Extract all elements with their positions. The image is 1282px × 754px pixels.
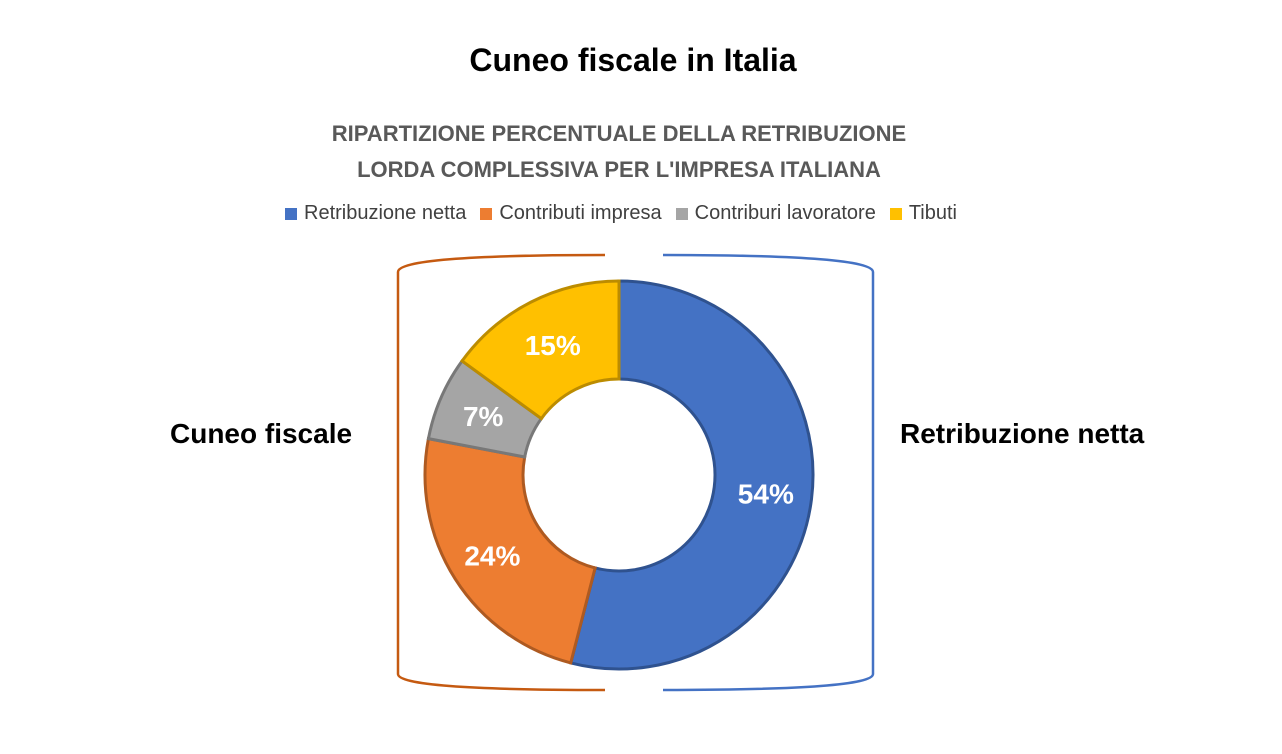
legend-swatch-retribuzione-netta (285, 207, 297, 220)
data-label-tibuti: 15% (525, 330, 581, 361)
legend-label-contributi-impresa: Contributi impresa (499, 202, 662, 224)
legend-label-contriburi-lavoratore: Contriburi lavoratore (694, 202, 876, 224)
slice-contributi-impresa (423, 436, 597, 665)
cuneo-fiscale-label: Cuneo fiscale (170, 418, 353, 449)
legend-item-tibuti: Tibuti (889, 202, 957, 225)
legend-item-retribuzione-netta: Retribuzione netta (285, 202, 466, 225)
bracket-left (396, 253, 606, 692)
data-label-contriburi-lavoratore: 7% (463, 401, 504, 432)
legend-item-contriburi-lavoratore: Contriburi lavoratore (675, 202, 876, 225)
legend-label-retribuzione-netta: Retribuzione netta (304, 202, 467, 224)
legend-swatch-contributi-impresa (480, 207, 493, 220)
slice-retribuzione-netta (568, 279, 815, 671)
bracket-right (662, 253, 875, 692)
chart-legend: Retribuzione netta Contributi impresa Co… (0, 202, 1242, 225)
data-label-contributi-impresa: 24% (464, 540, 520, 571)
chart-title: RIPARTIZIONE PERCENTUALE DELLA RETRIBUZI… (0, 116, 1238, 188)
chart-title-line-1: RIPARTIZIONE PERCENTUALE DELLA RETRIBUZI… (331, 121, 907, 146)
legend-swatch-tibuti (889, 207, 902, 220)
donut-slices (423, 279, 815, 671)
data-label-retribuzione-netta: 54% (738, 479, 794, 510)
retribuzione-netta-label: Retribuzione netta (900, 418, 1145, 449)
legend-item-contributi-impresa: Contributi impresa (480, 202, 662, 225)
slice-tibuti (459, 279, 621, 421)
page-title: Cuneo fiscale in Italia (469, 42, 797, 78)
chart-title-line-2: LORDA COMPLESSIVA PER L'IMPRESA ITALIANA (357, 157, 881, 182)
legend-label-tibuti: Tibuti (908, 202, 957, 224)
donut-data-labels: 54% 24% 7% 15% (463, 330, 794, 571)
legend-swatch-contriburi-lavoratore (675, 207, 688, 220)
